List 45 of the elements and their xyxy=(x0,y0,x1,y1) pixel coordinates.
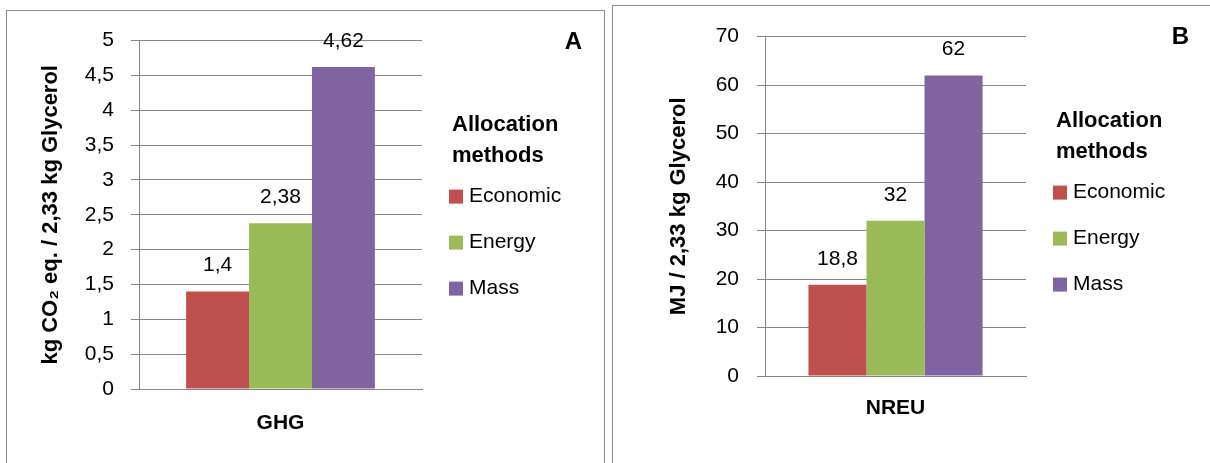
text: B xyxy=(1171,21,1189,49)
bar xyxy=(808,284,867,376)
bar xyxy=(866,220,925,376)
legend-label: Mass xyxy=(1073,271,1124,295)
y-tick-label: 20 xyxy=(715,265,739,289)
legend-label: Energy xyxy=(1073,225,1141,249)
y-tick-label: 70 xyxy=(715,23,739,47)
y-tick-label: 50 xyxy=(715,120,739,144)
y-tick-label: 3 xyxy=(102,166,114,190)
bar xyxy=(311,67,375,389)
y-tick-label: 40 xyxy=(715,168,739,192)
data-label: 1,4 xyxy=(202,252,233,276)
legend-title: Allocation methods xyxy=(452,110,559,167)
legend-title: Allocation methods xyxy=(1056,106,1163,163)
y-tick-label: 0 xyxy=(727,362,739,386)
y-axis-title: kg CO₂ eq. / 2,33 kg Glycerol xyxy=(37,65,63,365)
data-label: 32 xyxy=(883,181,908,205)
y-axis-title: MJ / 2,33 kg Glycerol xyxy=(665,97,691,316)
legend-label: Mass xyxy=(469,275,520,299)
data-label: 2,38 xyxy=(260,183,301,207)
text: A xyxy=(564,26,582,54)
data-label: 18,8 xyxy=(817,245,858,269)
legend-label: Energy xyxy=(469,229,537,253)
y-tick-label: 3,5 xyxy=(84,131,114,155)
y-tick-label: 5 xyxy=(102,27,114,51)
y-tick-label: 2 xyxy=(102,236,114,260)
legend-label: Economic xyxy=(1073,179,1166,203)
y-tick-label: 30 xyxy=(715,217,739,241)
x-axis-title: NREU xyxy=(865,395,926,419)
y-tick-label: 0,5 xyxy=(84,340,114,364)
bar xyxy=(249,223,312,389)
y-tick-label: 0 xyxy=(102,375,114,399)
x-axis-title: GHG xyxy=(256,410,305,434)
y-tick-label: 60 xyxy=(715,71,739,95)
legend-label: Economic xyxy=(469,183,562,207)
y-tick-label: 10 xyxy=(715,314,739,338)
data-label: 62 xyxy=(941,36,966,60)
data-label: 4,62 xyxy=(322,27,364,51)
y-tick-label: 1 xyxy=(102,306,114,330)
y-tick-label: 4 xyxy=(102,97,115,121)
y-tick-label: 1,5 xyxy=(84,271,114,295)
y-tick-label: 2,5 xyxy=(84,201,114,225)
bar xyxy=(924,75,983,376)
y-tick-label: 4,5 xyxy=(84,62,114,86)
bar xyxy=(186,291,250,389)
